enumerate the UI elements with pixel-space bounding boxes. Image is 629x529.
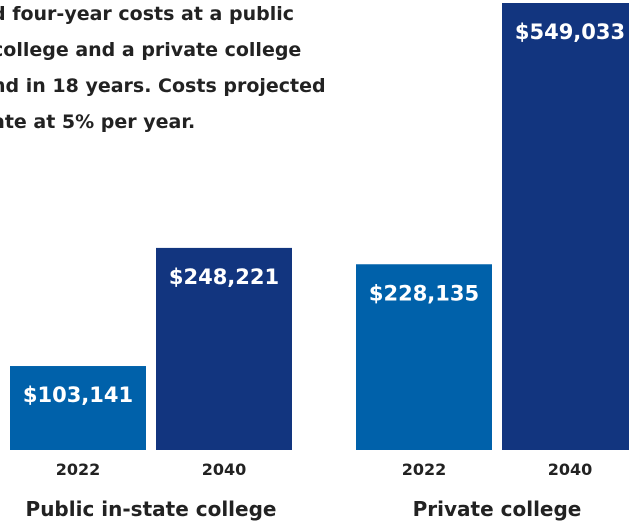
group-label-private: Private college <box>413 497 582 521</box>
category-label-public-2040: 2040 <box>202 460 247 479</box>
bar-public-2022 <box>10 366 146 450</box>
data-label-public-2022: $103,141 <box>23 383 133 407</box>
title-line-1: d four-year costs at a public <box>0 3 294 25</box>
category-label-public-2022: 2022 <box>56 460 101 479</box>
bar-private-2040 <box>502 3 629 450</box>
bars-layer: $103,141 2022 $248,221 2040 Public in-state … <box>10 3 629 521</box>
title-line-2: college and a private college <box>0 39 302 61</box>
bar-private-2022 <box>356 264 492 450</box>
data-label-private-2040: $549,033 <box>515 20 625 44</box>
title-line-3: nd in 18 years. Costs projected <box>0 75 326 97</box>
category-label-private-2040: 2040 <box>548 460 593 479</box>
bar-public-2040 <box>156 247 292 450</box>
title-line-4: ate at 5% per year. <box>0 111 196 133</box>
group-label-public: Public in-state college <box>26 497 277 521</box>
category-label-private-2022: 2022 <box>402 460 447 479</box>
chart-title: d four-year costs at a public college an… <box>0 0 395 150</box>
data-label-public-2040: $248,221 <box>169 265 279 289</box>
data-label-private-2022: $228,135 <box>369 281 479 305</box>
